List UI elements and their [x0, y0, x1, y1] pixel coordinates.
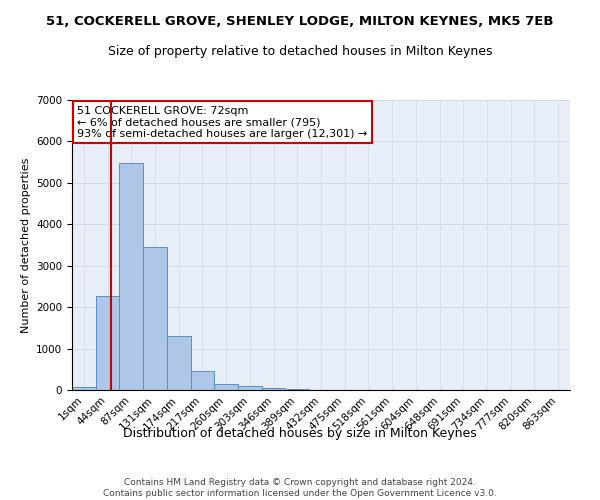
Bar: [191, 371, 214, 390]
Bar: [238, 386, 262, 390]
Bar: [167, 336, 191, 390]
Bar: [72, 387, 96, 390]
Bar: [262, 388, 286, 390]
Bar: [96, 296, 119, 390]
Bar: [286, 389, 309, 390]
Bar: [119, 164, 143, 390]
Text: Size of property relative to detached houses in Milton Keynes: Size of property relative to detached ho…: [108, 45, 492, 58]
Y-axis label: Number of detached properties: Number of detached properties: [20, 158, 31, 332]
Text: 51 COCKERELL GROVE: 72sqm
← 6% of detached houses are smaller (795)
93% of semi-: 51 COCKERELL GROVE: 72sqm ← 6% of detach…: [77, 106, 367, 139]
Text: 51, COCKERELL GROVE, SHENLEY LODGE, MILTON KEYNES, MK5 7EB: 51, COCKERELL GROVE, SHENLEY LODGE, MILT…: [46, 15, 554, 28]
Bar: [214, 384, 238, 390]
Text: Contains HM Land Registry data © Crown copyright and database right 2024.
Contai: Contains HM Land Registry data © Crown c…: [103, 478, 497, 498]
Text: Distribution of detached houses by size in Milton Keynes: Distribution of detached houses by size …: [123, 428, 477, 440]
Bar: [143, 247, 167, 390]
